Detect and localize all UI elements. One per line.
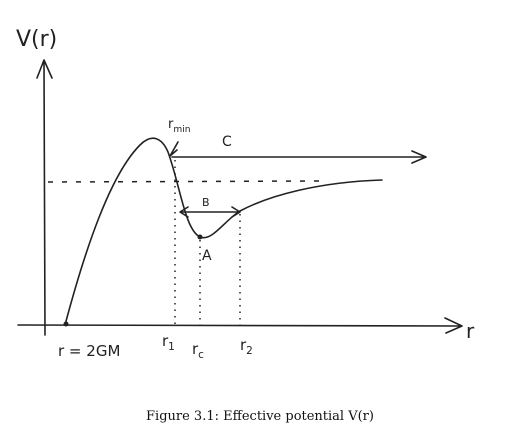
label-base: r <box>162 332 169 350</box>
c-label: C <box>222 134 232 150</box>
a-label: A <box>202 248 212 264</box>
label-subscript: 1 <box>168 341 175 353</box>
y-axis-label: V(r) <box>16 27 57 52</box>
rc-label: rc <box>192 340 204 361</box>
x-axis <box>17 317 463 334</box>
label-subscript: c <box>198 349 204 361</box>
r2-label: r2 <box>240 336 253 357</box>
potential-curve <box>64 137 383 326</box>
minimum-point <box>197 234 203 240</box>
label-base: r <box>240 336 247 354</box>
b-label: B <box>202 196 210 209</box>
r1-label: r1 <box>162 332 175 353</box>
label-base: r <box>192 340 199 358</box>
horizon-label: r = 2GM <box>58 342 120 360</box>
label-subscript: min <box>173 125 190 135</box>
label-base: r <box>168 117 174 132</box>
asymptote-line <box>47 180 323 183</box>
horizon-point <box>63 321 69 327</box>
label-subscript: 2 <box>246 345 253 357</box>
caption: Figure 3.1: Effective potential V(r) <box>146 409 374 424</box>
y-axis <box>36 59 53 336</box>
arrow-c <box>171 150 427 164</box>
x-axis-label: r <box>466 319 475 343</box>
rmin-label: rmin <box>168 117 191 135</box>
arrow-b <box>179 206 241 218</box>
rmin-pointer <box>169 141 179 157</box>
